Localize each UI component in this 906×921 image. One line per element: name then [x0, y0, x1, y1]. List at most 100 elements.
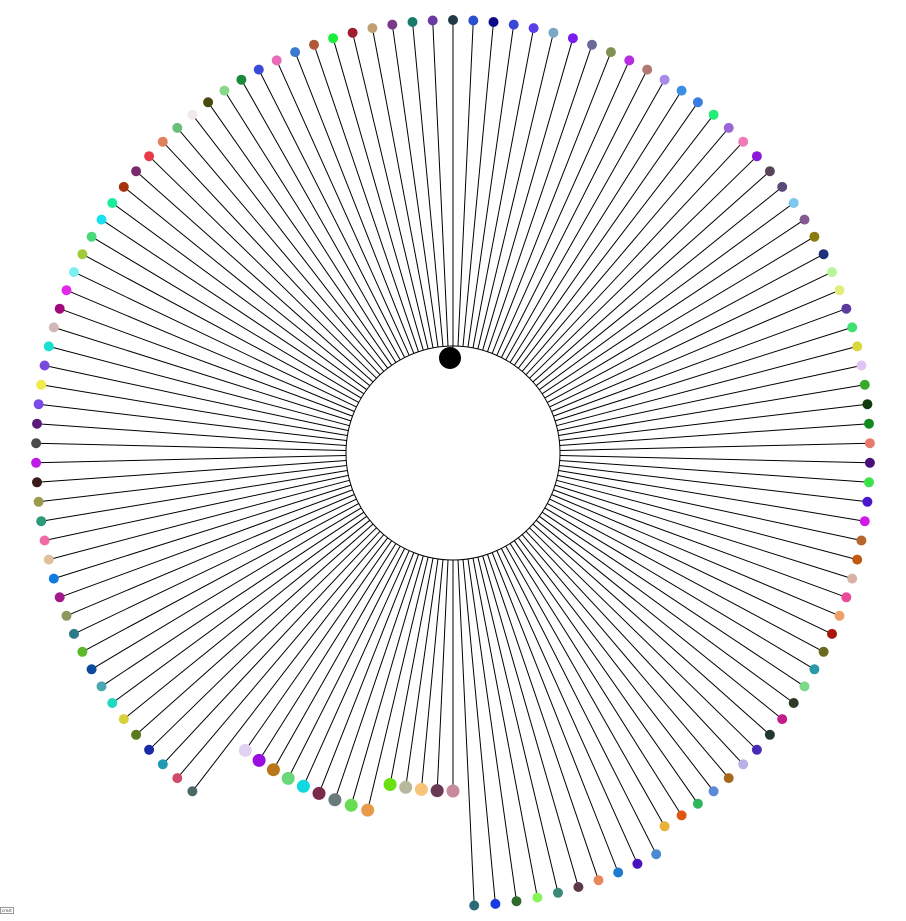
- leaf-node: [827, 628, 837, 639]
- tree-link: [101, 219, 365, 395]
- tree-link: [240, 79, 401, 361]
- tree-link: [457, 559, 475, 906]
- tree-link: [436, 559, 449, 791]
- leaf-node: [430, 784, 444, 798]
- tree-link: [509, 543, 683, 816]
- tree-link: [482, 555, 579, 888]
- leaf-node: [738, 136, 749, 147]
- leaf-node: [131, 729, 142, 740]
- tree-link: [462, 559, 496, 904]
- leaf-node: [414, 782, 428, 796]
- leaf-node: [613, 867, 624, 878]
- leaf-node: [407, 17, 418, 27]
- tree-link: [313, 44, 419, 352]
- leaf-node: [593, 875, 604, 886]
- tree-link: [36, 442, 347, 451]
- tree-link: [467, 558, 517, 902]
- tree-link: [517, 537, 714, 792]
- leaf-node: [203, 97, 214, 108]
- leaf-node: [841, 592, 852, 603]
- leaf-node: [488, 17, 499, 27]
- tree-link: [532, 523, 771, 736]
- tree-link: [541, 219, 805, 395]
- leaf-node: [39, 535, 50, 546]
- leaf-node: [864, 418, 874, 429]
- leaf-node: [532, 892, 543, 903]
- tree-link: [517, 114, 714, 369]
- tree-link: [472, 558, 538, 898]
- leaf-node: [862, 399, 873, 410]
- leaf-node: [567, 33, 578, 44]
- tree-link: [66, 494, 355, 617]
- tree-link: [44, 365, 349, 432]
- leaf-node: [632, 858, 643, 869]
- tree-link: [389, 558, 434, 785]
- tree-link: [192, 114, 389, 369]
- tree-link: [192, 537, 389, 792]
- leaf-node: [96, 681, 107, 692]
- tree-link: [539, 202, 794, 391]
- tree-link: [48, 345, 350, 427]
- tree-link: [551, 494, 840, 617]
- tree-link: [521, 127, 730, 372]
- leaf-node: [144, 151, 155, 162]
- leaf-node: [446, 784, 460, 798]
- leaf-node: [751, 151, 762, 162]
- tree-link: [557, 474, 862, 541]
- leaf-node: [36, 516, 47, 527]
- leaf-node: [43, 341, 54, 352]
- tree-link: [123, 519, 371, 720]
- tree-link: [544, 236, 815, 399]
- leaf-node: [864, 477, 874, 488]
- leaf-node: [48, 322, 59, 333]
- tree-link: [82, 253, 359, 403]
- leaf-node: [511, 896, 522, 907]
- tree-link: [532, 170, 771, 383]
- leaf-node: [31, 438, 42, 449]
- leaf-node: [708, 786, 719, 797]
- leaf-node: [33, 496, 44, 507]
- tree-link: [73, 271, 357, 408]
- tree-link: [556, 479, 858, 561]
- leaf-node: [862, 496, 873, 507]
- tree-link: [477, 556, 559, 893]
- tree-link: [547, 253, 824, 403]
- leaf-node: [676, 810, 687, 821]
- tree-link: [367, 556, 429, 811]
- leaf-node: [469, 900, 480, 911]
- leaf-node: [818, 249, 829, 260]
- leaf-node: [172, 122, 183, 133]
- tree-link: [432, 20, 449, 347]
- leaf-node: [61, 285, 72, 296]
- leaf-node: [309, 39, 319, 50]
- tree-link: [559, 403, 868, 441]
- tree-link: [553, 308, 847, 417]
- tree-link: [535, 186, 783, 387]
- leaf-node: [827, 267, 837, 278]
- leaf-node: [69, 628, 79, 639]
- tree-link: [547, 503, 824, 653]
- leaf-node: [86, 664, 97, 675]
- tree-link: [371, 28, 434, 348]
- tree-link: [525, 530, 744, 765]
- leaf-node: [86, 231, 97, 242]
- leaf-node: [847, 322, 858, 333]
- tree-link: [521, 534, 730, 779]
- tree-link: [294, 51, 415, 354]
- tree-link: [496, 550, 638, 865]
- tree-link: [554, 326, 853, 422]
- tree-link: [529, 155, 758, 379]
- tree-link: [420, 559, 444, 790]
- leaf-node: [528, 23, 539, 34]
- tree-link: [477, 32, 554, 350]
- leaf-node: [281, 771, 295, 785]
- tree-link: [500, 69, 648, 358]
- leaf-node: [692, 798, 703, 809]
- tree-link: [549, 271, 833, 408]
- leaf-node: [841, 303, 852, 314]
- leaf-node: [107, 198, 118, 208]
- corner-tag: crest: [0, 907, 14, 914]
- tree-link: [244, 540, 393, 751]
- leaf-node: [834, 285, 845, 296]
